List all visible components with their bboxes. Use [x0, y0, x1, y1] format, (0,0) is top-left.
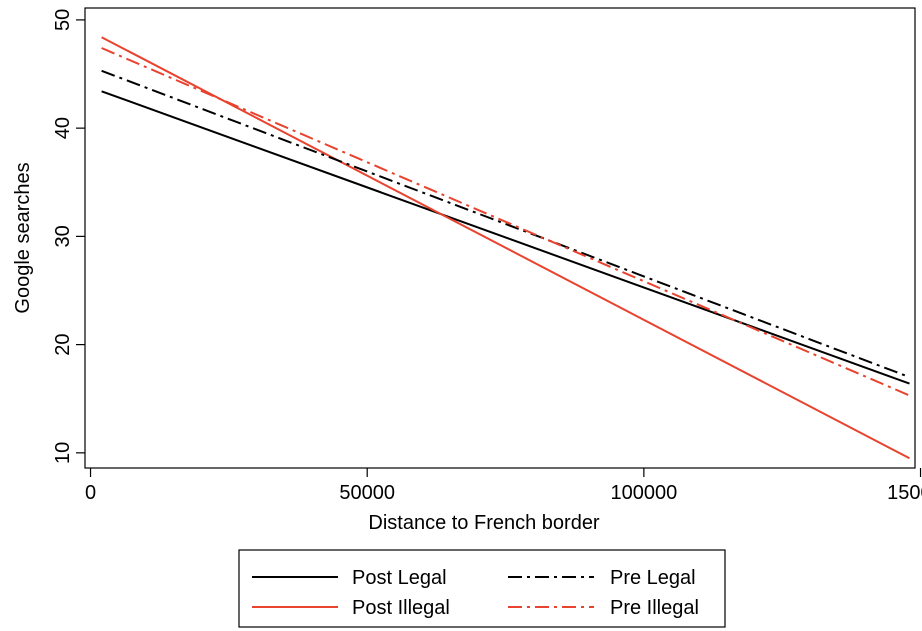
x-axis-title: Distance to French border: [368, 512, 600, 534]
legend-label: Pre Legal: [610, 567, 696, 589]
y-tick-label: 40: [52, 117, 74, 139]
legend-label: Pre Illegal: [610, 597, 699, 619]
x-tick-label: 100000: [610, 482, 677, 504]
series-line-pre-legal: [101, 69, 910, 379]
series-line-pre-illegal: [101, 47, 910, 397]
x-tick-label: 150000: [887, 482, 922, 504]
plot-frame: [84, 7, 916, 469]
legend: Post Legal Pre Legal Post Illegal Pre Illeg…: [238, 549, 726, 628]
legend-label: Post Legal: [352, 567, 447, 589]
x-axis: 0 50000 100000 150000: [85, 468, 922, 504]
y-tick-label: 20: [52, 333, 74, 355]
series-line-post-legal: [101, 90, 910, 385]
y-tick-label: 30: [52, 225, 74, 247]
legend-items: Post Legal Pre Legal Post Illegal Pre Illeg…: [252, 567, 699, 619]
legend-label: Post Illegal: [352, 597, 450, 619]
series-line-post-illegal: [101, 36, 910, 460]
y-tick-label: 10: [52, 442, 74, 464]
y-tick-label: 50: [52, 9, 74, 31]
y-axis-title: Google searches: [12, 162, 34, 313]
y-axis: 10 20 30 40 50: [52, 9, 85, 464]
x-tick-label: 50000: [339, 482, 395, 504]
legend-box: [238, 549, 726, 628]
series-layer: [101, 36, 910, 460]
x-tick-label: 0: [85, 482, 96, 504]
